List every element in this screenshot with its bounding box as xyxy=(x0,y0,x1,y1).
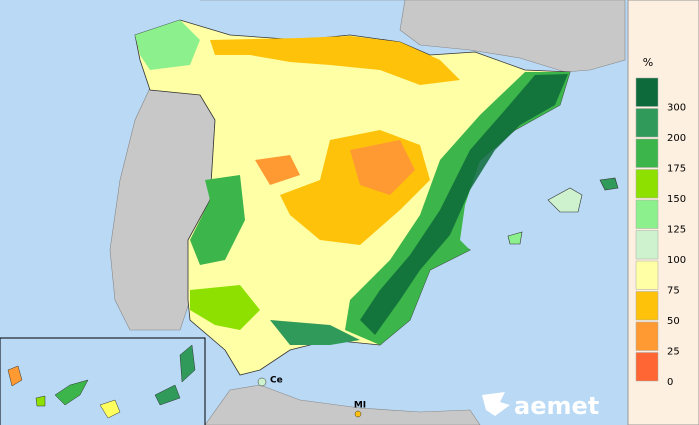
legend-label: 150 xyxy=(667,194,686,205)
logo-text: aemet xyxy=(514,392,599,420)
legend-label: 100 xyxy=(667,255,686,266)
legend-label: 25 xyxy=(667,347,680,358)
precip-area xyxy=(210,36,460,85)
canary-inset xyxy=(0,337,206,425)
legend-swatch xyxy=(635,169,659,199)
ceuta xyxy=(257,377,267,387)
island xyxy=(599,177,619,191)
legend-label: 175 xyxy=(667,164,686,175)
legend-label: 300 xyxy=(667,103,686,114)
precip-area xyxy=(360,74,568,335)
logo-icon xyxy=(482,392,510,416)
precip-area xyxy=(270,320,360,345)
legend-swatch xyxy=(635,77,659,107)
logo: aemet xyxy=(482,392,599,420)
island xyxy=(507,231,523,245)
legend-label: 125 xyxy=(667,225,686,236)
legend-swatch xyxy=(635,108,659,138)
legend-swatch xyxy=(635,138,659,168)
precip-area xyxy=(190,285,260,330)
legend: 300 200 175 150 125 100 75 50 25 0 xyxy=(635,77,686,388)
africa xyxy=(204,384,481,425)
legend-swatch xyxy=(635,321,659,351)
island xyxy=(54,379,89,406)
legend-swatch xyxy=(635,199,659,229)
legend-label: 0 xyxy=(667,377,673,388)
legend-label: 50 xyxy=(667,316,680,327)
legend-label: 75 xyxy=(667,286,680,297)
legend-title: % xyxy=(643,56,653,69)
precip-area xyxy=(350,140,415,195)
legend-swatch xyxy=(635,352,659,382)
precip-area xyxy=(255,155,300,185)
place-label: Ce xyxy=(270,376,283,386)
precip-area xyxy=(135,20,200,70)
legend-swatch xyxy=(635,291,659,321)
place-label: MI xyxy=(354,401,366,411)
island xyxy=(179,344,196,383)
legend-swatch xyxy=(635,260,659,290)
island xyxy=(154,384,181,406)
legend-swatch xyxy=(635,230,659,260)
island xyxy=(7,365,23,387)
island xyxy=(99,399,121,419)
island xyxy=(35,395,46,407)
melilla xyxy=(354,410,362,418)
legend-label: 200 xyxy=(667,133,686,144)
island xyxy=(547,187,583,213)
france xyxy=(200,0,626,73)
precip-area xyxy=(190,175,245,265)
